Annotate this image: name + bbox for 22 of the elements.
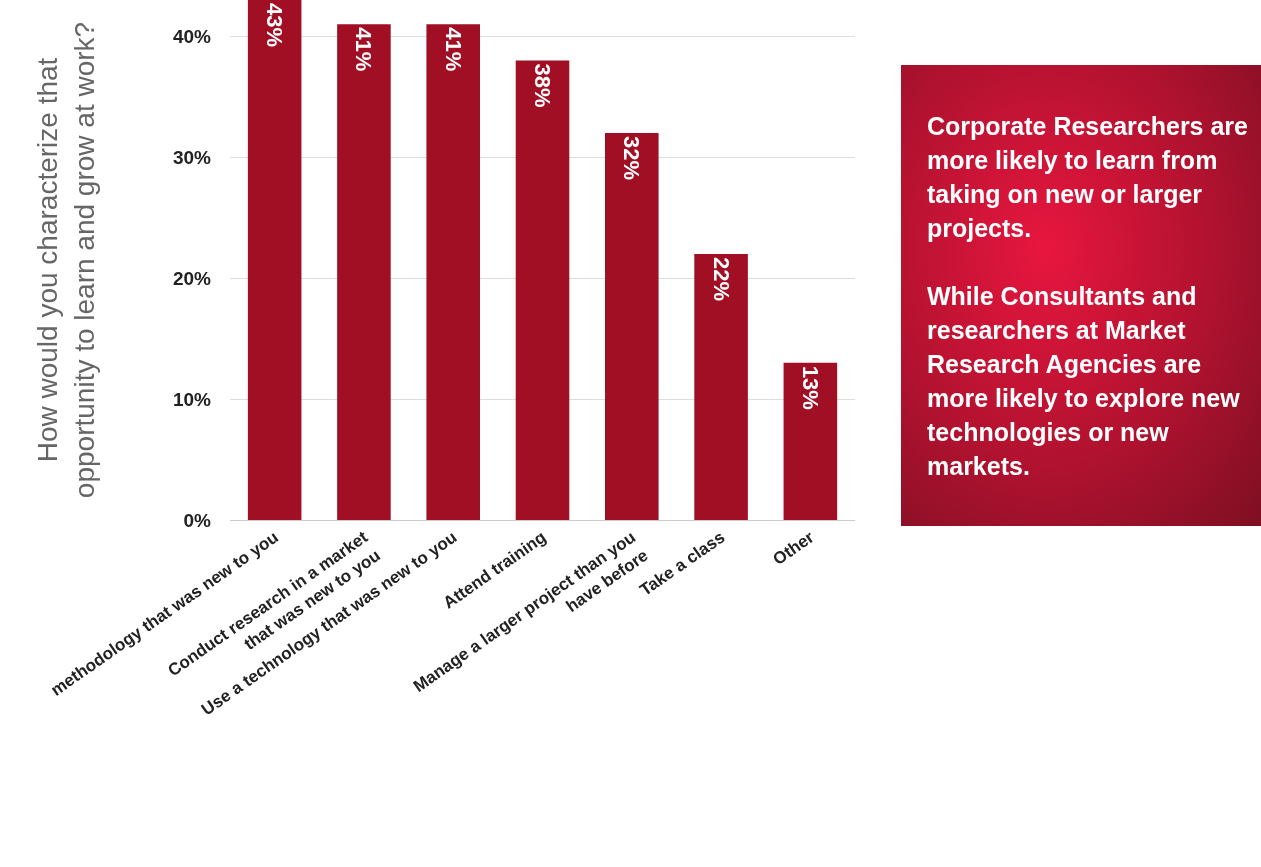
data-label: 41% [440,27,466,72]
bar [605,133,659,520]
text: Corporate Researchers are more likely to learn from taking on new or larger projects. [927,111,1249,244]
bar [694,253,748,520]
y-tick-label: 40% [172,25,212,47]
y-tick-label: 10% [172,388,212,410]
data-label: 38% [530,63,555,108]
y-tick-label: 20% [172,267,212,289]
text: While Consultants and researchers at Market Research Agencies are more likely to explore new technologies or new markets. [927,281,1241,482]
bar [337,24,391,520]
data-label: 22% [708,256,734,301]
bar [426,24,480,520]
y-tick-label: 30% [172,146,212,168]
bar [515,60,570,520]
bar [783,362,838,520]
data-label: 41% [351,27,377,72]
y-tick-label: 0% [183,509,212,531]
y-axis-title: How would you characterize that opportunity to learn and grow at work? [32,21,100,499]
data-label: 43% [262,3,288,48]
data-label: 32% [619,136,645,181]
data-label: 13% [797,365,823,410]
bar [247,0,302,520]
